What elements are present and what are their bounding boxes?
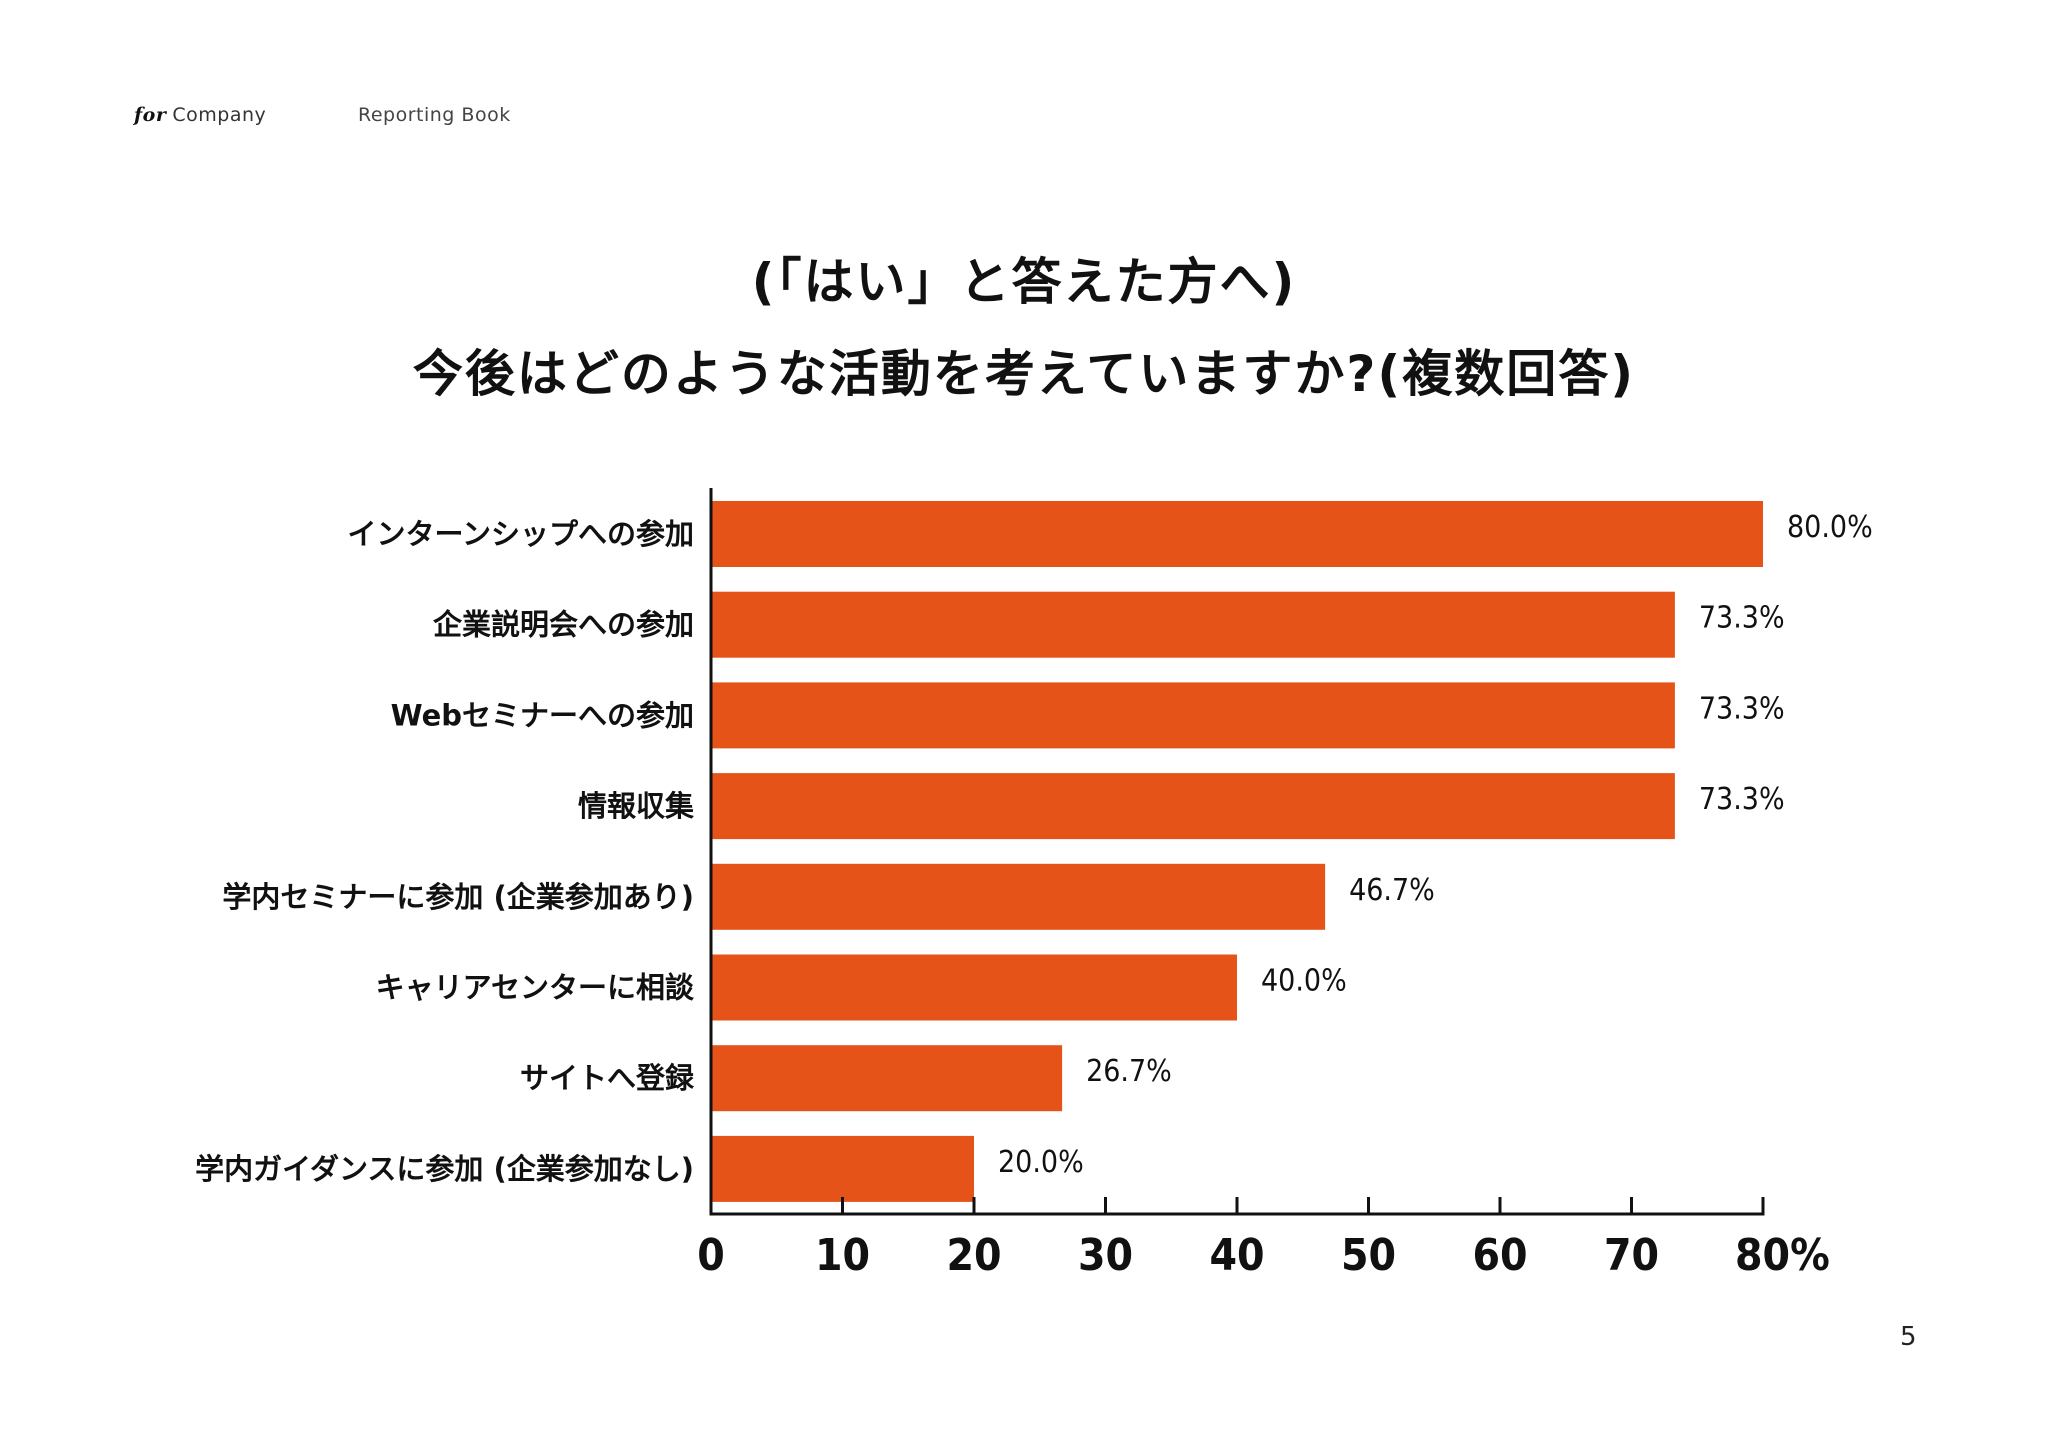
x-tick-label: 0 [697,1230,725,1281]
bars-group [712,501,1763,1202]
chart-title-line2: 今後はどのような活動を考えていますか?(複数回答) [412,345,1636,403]
category-label: インターンシップへの参加 [347,517,694,551]
bar [712,863,1326,930]
x-tick-label: 20 [946,1230,1001,1281]
header-doc-title: Reporting Book [358,104,511,126]
bar [712,773,1675,840]
value-label: 46.7% [1349,873,1435,908]
header-brand: for Company [134,104,266,126]
value-label: 73.3% [1699,601,1785,636]
category-label: Webセミナーへの参加 [391,698,694,732]
bar [712,954,1237,1021]
bar [712,501,1763,567]
chart-title-line1: (「はい」と答えた方へ) [751,253,1297,311]
category-label: キャリアセンターに相談 [376,971,695,1005]
bar [712,1135,974,1202]
bar [712,1045,1063,1112]
brand-company: Company [172,104,267,126]
x-tick-label: 50 [1341,1230,1396,1281]
x-tick-label: 40 [1209,1230,1264,1281]
page-number: 5 [1900,1322,1917,1352]
x-tick-label: 60 [1472,1230,1527,1281]
category-label: 学内セミナーに参加 (企業参加あり) [222,880,694,914]
x-tick-label: 70 [1604,1230,1659,1281]
value-label: 20.0% [998,1145,1084,1180]
category-label: 情報収集 [578,789,695,823]
value-label: 26.7% [1086,1054,1172,1089]
axes-group: 0 10 20 30 40 50 60 70 80% [697,488,1830,1281]
category-label: 学内ガイダンスに参加 (企業参加なし) [195,1152,694,1186]
value-label: 40.0% [1261,964,1347,999]
x-tick-label: 80% [1735,1230,1830,1281]
value-label: 80.0% [1787,510,1873,545]
category-label: サイトへ登録 [520,1061,695,1095]
value-labels: 80.0% 73.3% 73.3% 73.3% 46.7% 40.0% 26.7% 20.0% [998,510,1873,1180]
x-tick-label: 10 [815,1230,870,1281]
x-tick-label: 30 [1078,1230,1133,1281]
value-label: 73.3% [1699,782,1785,817]
brand-for: for [134,104,167,126]
bar [712,682,1675,749]
value-label: 73.3% [1699,691,1785,726]
category-label: 企業説明会への参加 [433,608,694,642]
bar [712,591,1675,658]
